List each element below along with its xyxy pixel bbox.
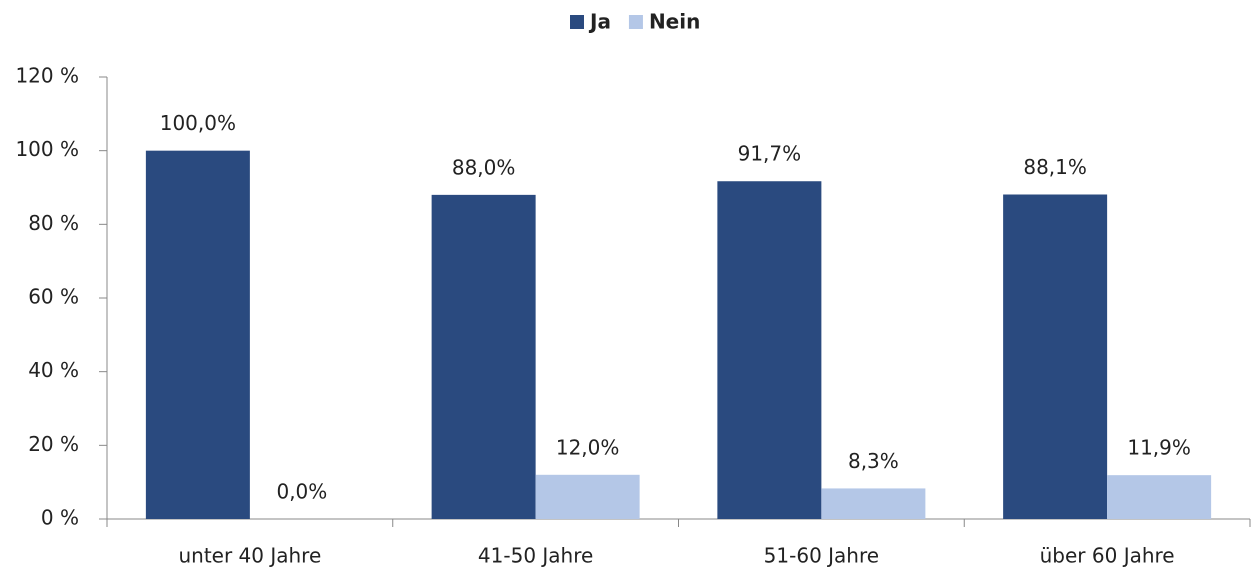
y-tick-label: 120 % [15,64,79,88]
bar [431,194,536,519]
value-label: 100,0% [160,111,236,135]
bar [1107,475,1212,519]
bar [145,150,250,519]
value-label: 8,3% [848,449,899,473]
x-tick-label: 51-60 Jahre [764,544,879,568]
bar [1003,194,1108,519]
y-tick-label: 0 % [41,506,79,530]
legend-label: Nein [649,10,700,34]
bar [535,474,640,519]
value-label: 11,9% [1127,436,1191,460]
bar [821,488,926,519]
bar [717,181,822,519]
y-tick-label: 40 % [28,358,79,382]
x-tick-label: unter 40 Jahre [178,544,321,568]
value-label: 88,1% [1023,155,1087,179]
y-tick-label: 60 % [28,285,79,309]
legend-swatch [628,15,643,29]
y-tick-label: 100 % [15,137,79,161]
value-label: 12,0% [556,435,620,459]
value-label: 91,7% [738,142,802,166]
legend-swatch [570,15,584,29]
y-tick-label: 80 % [28,211,79,235]
x-tick-label: über 60 Jahre [1040,544,1175,568]
x-tick-label: 41-50 Jahre [478,544,593,568]
value-label: 0,0% [276,480,327,504]
value-label: 88,0% [452,155,516,179]
y-tick-label: 20 % [28,432,79,456]
legend-label: Ja [588,10,611,34]
